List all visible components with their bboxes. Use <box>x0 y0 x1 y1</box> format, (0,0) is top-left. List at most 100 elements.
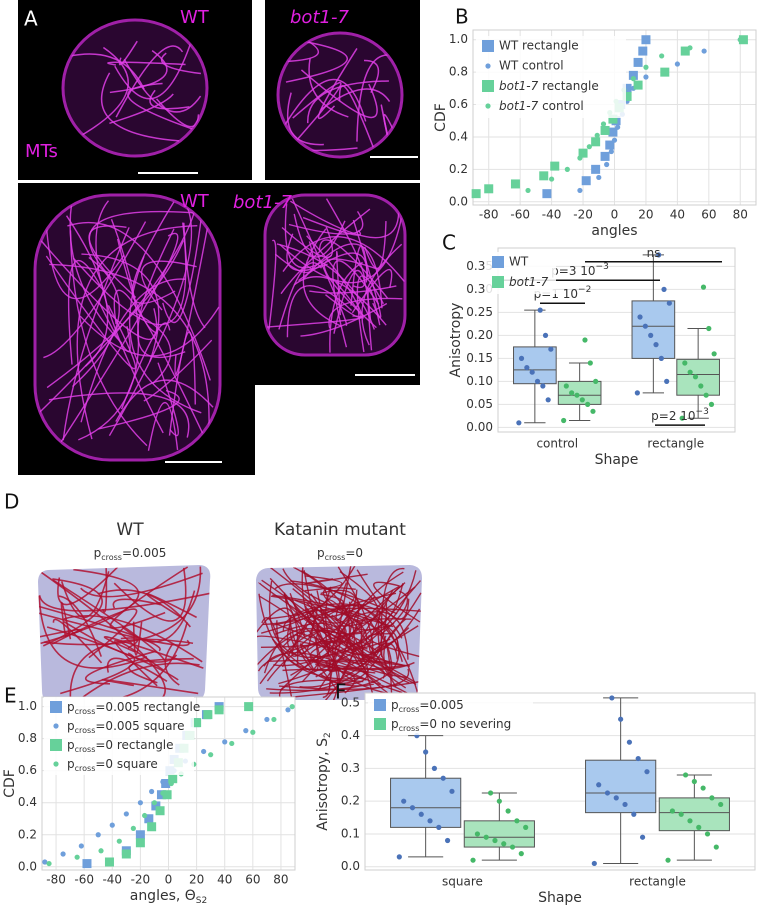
x-tick-label: -60 <box>74 873 94 887</box>
x-tick-label: 60 <box>701 208 716 222</box>
filament <box>361 243 403 346</box>
filament <box>286 92 324 146</box>
data-point <box>470 857 476 863</box>
data-point <box>656 252 662 258</box>
x-tick-label: -80 <box>479 208 499 222</box>
filament <box>164 643 180 686</box>
filament <box>303 243 383 309</box>
text-part: control <box>538 99 583 113</box>
data-point <box>109 822 115 828</box>
data-point <box>98 848 104 854</box>
legend-marker <box>485 103 491 109</box>
data-point <box>423 749 429 755</box>
legend-label: WT <box>509 255 529 269</box>
x-tick-label: 0 <box>611 208 619 222</box>
panel-label: E <box>4 684 17 708</box>
filament <box>283 592 315 655</box>
data-point <box>484 184 494 194</box>
x-tick-label: 20 <box>638 208 653 222</box>
data-point <box>608 148 614 155</box>
text-part: =0 no severing <box>419 717 511 731</box>
data-point <box>505 808 511 814</box>
filament <box>97 589 191 628</box>
filament <box>98 389 180 430</box>
genotype-label: bot1-7 <box>290 7 349 28</box>
text-part: =0.005 <box>419 698 463 712</box>
data-point <box>155 806 165 816</box>
x-tick-label: -40 <box>542 208 562 222</box>
box <box>463 820 535 848</box>
text-part: =0.005 <box>122 546 166 560</box>
filament <box>155 98 200 128</box>
data-point <box>600 121 607 127</box>
filament <box>354 610 409 660</box>
x-axis-label: angles, ΘS2 <box>130 888 208 906</box>
data-point <box>510 179 520 189</box>
data-point <box>523 824 529 830</box>
filament <box>306 235 365 319</box>
filament <box>280 208 371 295</box>
x-axis-label-text: angles <box>591 223 637 239</box>
filament <box>108 197 193 437</box>
data-point <box>561 417 567 424</box>
data-point <box>622 91 632 101</box>
filament <box>289 82 342 149</box>
data-point <box>78 843 84 849</box>
data-point <box>529 369 535 375</box>
data-point <box>591 137 601 147</box>
data-point <box>285 707 291 713</box>
y-tick-label: 0.6 <box>449 97 468 111</box>
y-axis-label: Anisotropy, S2 <box>315 732 333 830</box>
legend-box <box>44 697 194 775</box>
filament <box>281 226 334 258</box>
panel-label: B <box>455 5 469 29</box>
data-point <box>659 53 665 59</box>
y-tick-label: 0.0 <box>18 859 37 873</box>
filament <box>160 52 202 75</box>
y-axis-label-text: Anisotropy <box>448 303 464 378</box>
data-point <box>449 788 455 794</box>
filament <box>183 222 206 329</box>
model-title: Katanin mutant <box>274 520 406 540</box>
filament <box>266 315 363 328</box>
data-point <box>537 307 543 313</box>
data-point <box>661 286 667 292</box>
filament <box>35 206 197 417</box>
filament <box>268 239 277 330</box>
text-part: p <box>94 546 102 560</box>
data-point <box>82 859 92 869</box>
filament <box>109 566 189 629</box>
panel-a: A WT bot1-7 WT bot1-7 MTs <box>18 0 420 475</box>
x-tick-label: rectangle <box>647 437 704 451</box>
text-part: p <box>317 546 325 560</box>
legend-label: pcross=0.005 <box>391 698 464 714</box>
filament <box>332 605 408 699</box>
x-tick-label: -80 <box>46 873 66 887</box>
filament <box>356 275 385 353</box>
data-point <box>243 728 249 734</box>
filament <box>373 581 421 623</box>
data-point <box>161 779 171 788</box>
filament <box>293 276 387 326</box>
legend-marker <box>50 701 62 713</box>
data-point <box>700 284 707 290</box>
legend-label: pcross=0.005 square <box>67 719 184 735</box>
filament <box>282 568 394 628</box>
genotype-label: WT <box>180 7 210 28</box>
data-point <box>579 397 585 403</box>
filament <box>285 680 421 699</box>
text-part: cross <box>75 745 96 754</box>
data-point <box>639 834 646 840</box>
filament <box>38 612 190 647</box>
filament <box>311 654 403 694</box>
filament <box>316 592 397 663</box>
data-point <box>613 795 619 801</box>
text-part: =0 square <box>95 757 157 771</box>
legend-label: pcross=0 square <box>67 757 158 773</box>
filament <box>304 575 343 592</box>
data-point <box>608 114 618 124</box>
data-point <box>704 831 711 837</box>
filament <box>137 228 186 359</box>
filament <box>109 50 168 94</box>
data-point <box>638 46 648 56</box>
